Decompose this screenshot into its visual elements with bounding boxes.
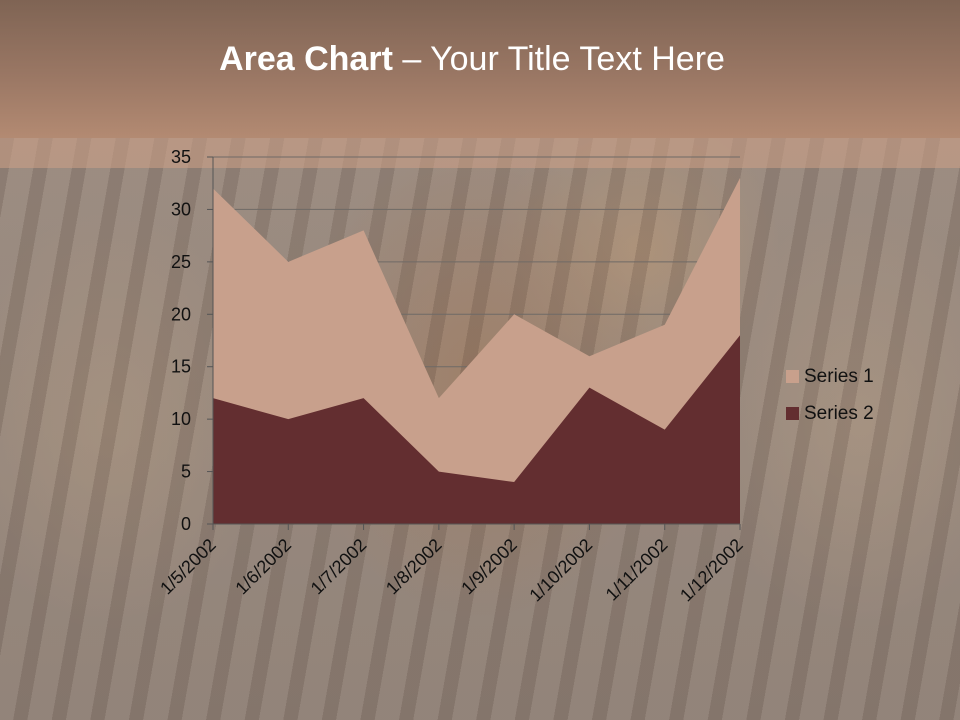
area-series-2[interactable] — [213, 335, 740, 524]
y-tick-label: 10 — [171, 409, 191, 429]
legend-label: Series 2 — [804, 402, 874, 424]
slide-title-bold: Area Chart — [219, 40, 393, 78]
legend-item[interactable]: Series 2 — [786, 395, 874, 432]
y-tick-label: 5 — [181, 462, 191, 482]
legend-item[interactable]: Series 1 — [786, 358, 874, 395]
y-tick-label: 35 — [171, 147, 191, 167]
y-tick-label: 20 — [171, 304, 191, 324]
y-tick-label: 0 — [181, 514, 191, 534]
x-tick-label: 1/11/2002 — [602, 535, 672, 605]
legend-label: Series 1 — [804, 365, 874, 387]
x-tick-label: 1/12/2002 — [676, 535, 747, 606]
legend-swatch — [786, 370, 799, 383]
y-tick-label: 25 — [171, 252, 191, 272]
x-tick-label: 1/5/2002 — [156, 535, 220, 599]
legend-swatch — [786, 407, 799, 420]
x-tick-label: 1/10/2002 — [525, 535, 596, 606]
slide-title[interactable]: Area Chart – Your Title Text Here — [0, 40, 944, 79]
slide-title-rest: – Your Title Text Here — [392, 40, 725, 78]
plot-area — [212, 177, 741, 524]
x-tick-label: 1/9/2002 — [457, 535, 521, 599]
y-tick-label: 15 — [171, 357, 191, 377]
title-sub-band — [0, 138, 960, 168]
title-band — [0, 0, 960, 138]
chart-legend: Series 1 Series 2 — [786, 358, 874, 432]
y-tick-label: 30 — [171, 199, 191, 219]
x-tick-label: 1/6/2002 — [231, 535, 295, 599]
x-tick-label: 1/7/2002 — [307, 535, 371, 599]
x-tick-label: 1/8/2002 — [382, 535, 446, 599]
